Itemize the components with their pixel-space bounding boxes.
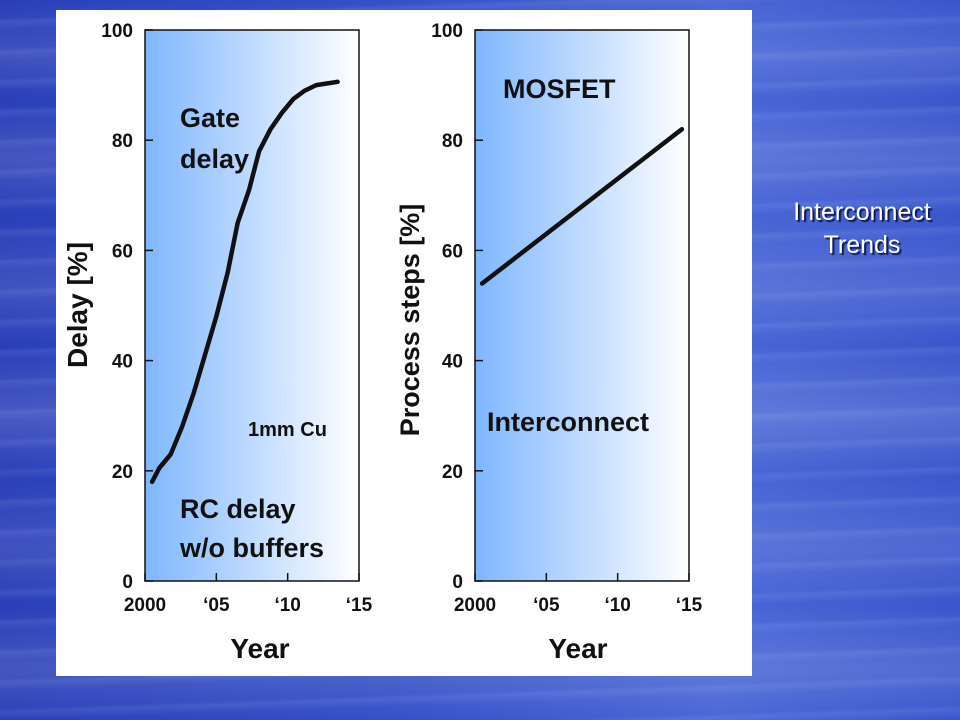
y-tick-label-delay-80: 80	[112, 131, 133, 152]
chart-delay: 0 20 40 60 80 100 2000 ‘05 ‘10 ‘15 Delay [%] Yea…	[62, 21, 373, 664]
y-tick-label-process-steps-0: 0	[452, 572, 463, 593]
y-tick-label-process-steps-80: 80	[442, 131, 463, 152]
x-tick-labels-delay: 2000 ‘05 ‘10 ‘15	[124, 573, 373, 616]
x-axis-label-delay: Year	[230, 633, 289, 664]
y-axis-label-delay: Delay [%]	[62, 242, 93, 368]
y-tick-label-process-steps-20: 20	[442, 462, 463, 483]
x-tick-label-process-steps-2005: ‘05	[533, 595, 560, 616]
annotation-1mm-cu: 1mm Cu	[248, 419, 327, 441]
x-tick-label-process-steps-2015: ‘15	[676, 595, 703, 616]
chart-process-steps: 0 20 40 60 80 100 2000 ‘05 ‘10 ‘15 Process steps…	[395, 21, 703, 664]
annotation-rc-delay-line2: w/o buffers	[179, 533, 324, 563]
charts-svg: 0 20 40 60 80 100 2000 ‘05 ‘10 ‘15 Delay [%] Yea…	[62, 21, 703, 664]
x-tick-label-delay-2005: ‘05	[203, 595, 230, 616]
y-tick-labels-process-steps: 0 20 40 60 80 100	[431, 21, 483, 593]
figure-image: 0 20 40 60 80 100 2000 ‘05 ‘10 ‘15 Delay [%] Yea…	[56, 10, 752, 676]
annotation-gate-delay-line1: Gate	[180, 103, 240, 133]
slide-title-line1: Interconnect	[793, 198, 931, 226]
y-tick-label-delay-40: 40	[112, 352, 133, 373]
y-tick-label-delay-100: 100	[101, 21, 133, 42]
annotation-rc-delay-line1: RC delay	[180, 494, 296, 524]
y-axis-label-process-steps: Process steps [%]	[395, 204, 425, 437]
annotation-interconnect: Interconnect	[487, 407, 649, 437]
y-tick-label-process-steps-100: 100	[431, 21, 463, 42]
y-tick-label-process-steps-60: 60	[442, 241, 463, 262]
plot-area-process-steps	[474, 29, 690, 582]
y-tick-label-delay-0: 0	[122, 572, 133, 593]
x-tick-labels-process-steps: 2000 ‘05 ‘10 ‘15	[454, 573, 703, 616]
series-line-delay	[149, 79, 340, 485]
slide-title-line2: Trends	[823, 231, 901, 259]
annotation-mosfet: MOSFET	[503, 74, 616, 104]
y-tick-label-delay-60: 60	[112, 241, 133, 262]
y-tick-label-process-steps-40: 40	[442, 352, 463, 373]
plot-area-delay	[144, 29, 360, 582]
x-axis-label-process-steps: Year	[548, 633, 607, 664]
x-tick-label-process-steps-2010: ‘10	[604, 595, 630, 616]
annotation-gate-delay-line2: delay	[180, 144, 249, 174]
x-tick-label-process-steps-2000: 2000	[454, 595, 496, 616]
x-tick-label-delay-2010: ‘10	[274, 595, 300, 616]
x-tick-label-delay-2000: 2000	[124, 595, 166, 616]
slide-title: Interconnect Trends	[764, 196, 960, 262]
y-tick-label-delay-20: 20	[112, 462, 133, 483]
x-tick-label-delay-2015: ‘15	[346, 595, 373, 616]
series-line-process-steps	[479, 126, 685, 286]
y-tick-labels-delay: 0 20 40 60 80 100	[101, 21, 153, 593]
